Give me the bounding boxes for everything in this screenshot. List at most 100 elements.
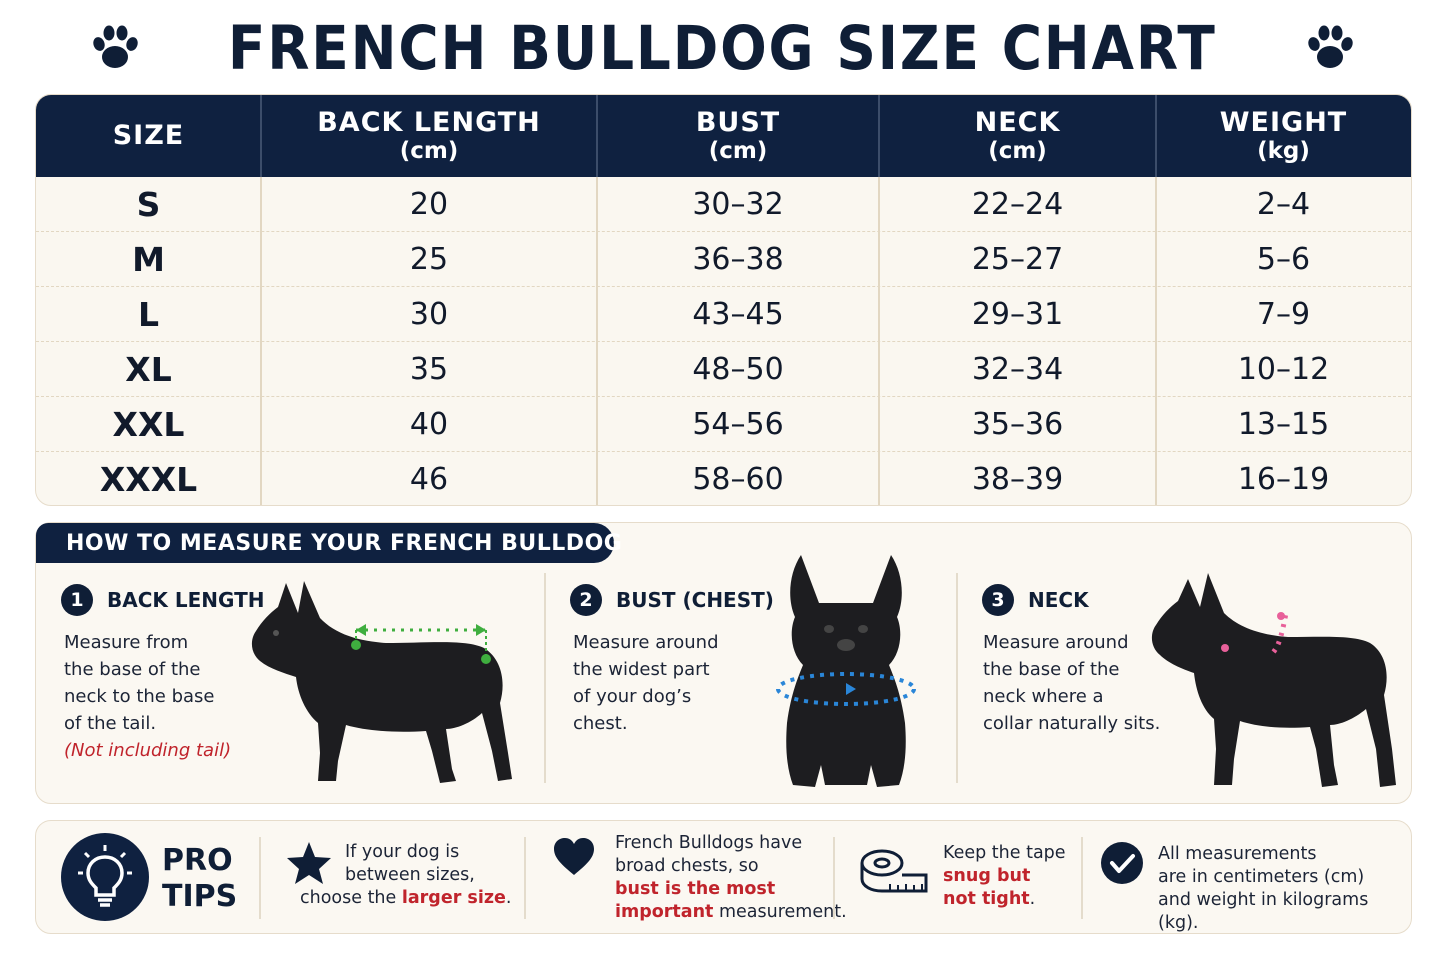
how-to-measure-panel: HOW TO MEASURE YOUR FRENCH BULLDOG 1 BAC… — [35, 522, 1412, 804]
step-note: (Not including tail) — [64, 740, 232, 761]
bust-cell: 43–45 — [692, 297, 784, 332]
heart-icon — [554, 838, 594, 875]
header-label: BUST — [695, 107, 781, 139]
weight-cell: 13–15 — [1237, 407, 1330, 442]
bust-cell: 58–60 — [692, 462, 784, 497]
table-header: SIZE BACK LENGTH (cm) BUST (cm) NECK (cm… — [36, 95, 1411, 177]
bust-cell: 36–38 — [692, 242, 784, 277]
desc-line: neck to the base — [64, 686, 215, 707]
header-bust: BUST (cm) — [597, 95, 879, 177]
size-cell: XXXL — [99, 460, 198, 499]
size-cell: L — [137, 295, 160, 334]
tip-line: choose the larger size. — [300, 888, 512, 908]
header-back-length: BACK LENGTH (cm) — [261, 95, 597, 177]
tip-line: snug but — [943, 866, 1031, 886]
paw-icon — [93, 25, 138, 68]
neck-cell: 22–24 — [971, 187, 1064, 222]
table-row: XL 35 48–50 32–34 10–12 — [36, 342, 1411, 397]
header-label: BACK LENGTH — [317, 107, 541, 139]
table-row: L 30 43–45 29–31 7–9 — [36, 287, 1411, 342]
bust-cell: 54–56 — [692, 407, 784, 442]
tape-measure-icon — [860, 849, 928, 893]
neck-cell: 29–31 — [971, 297, 1064, 332]
header-label: WEIGHT — [1219, 107, 1348, 139]
header-neck: NECK (cm) — [879, 95, 1156, 177]
header-weight: WEIGHT (kg) — [1156, 95, 1411, 177]
size-cell: S — [136, 185, 161, 224]
tip-line: All measurements — [1158, 844, 1317, 864]
desc-line: chest. — [573, 713, 628, 734]
tip-line: If your dog is — [345, 842, 460, 862]
header-label: SIZE — [112, 120, 185, 152]
how-to-measure-heading: HOW TO MEASURE YOUR FRENCH BULLDOG — [36, 523, 622, 563]
bust-cell: 48–50 — [692, 352, 784, 387]
desc-line: Measure around — [983, 632, 1129, 653]
paw-icon — [1308, 25, 1353, 68]
back-length-cell: 20 — [409, 187, 449, 222]
header-unit: (cm) — [708, 138, 768, 165]
title-row: FRENCH BULLDOG SIZE CHART — [0, 6, 1445, 90]
back-length-cell: 40 — [409, 407, 449, 442]
pro-word: PRO — [162, 843, 233, 878]
table-row: S 20 30–32 22–24 2–4 — [36, 177, 1411, 232]
desc-line: Measure from — [64, 632, 189, 653]
back-length-cell: 35 — [409, 352, 449, 387]
check-circle-icon — [1101, 842, 1143, 884]
tip-units: All measurements are in centimeters (cm)… — [1158, 843, 1411, 935]
neck-cell: 38–39 — [971, 462, 1064, 497]
desc-line: the base of the — [983, 659, 1120, 680]
header-size: SIZE — [36, 95, 261, 177]
tip-line: Keep the tape — [943, 843, 1066, 863]
step-neck: 3 NECK — [982, 584, 1089, 616]
size-cell: XL — [125, 350, 172, 389]
step-back-length: 1 BACK LENGTH — [61, 584, 264, 616]
neck-cell: 32–34 — [971, 352, 1064, 387]
bust-cell: 30–32 — [692, 187, 784, 222]
tip-line: not tight. — [943, 889, 1036, 909]
tip-line: and weight in kilograms (kg). — [1158, 890, 1369, 933]
desc-line: collar naturally sits. — [983, 713, 1161, 734]
weight-cell: 5–6 — [1256, 242, 1311, 277]
tip-line: French Bulldogs have — [615, 833, 803, 853]
table-row: XXL 40 54–56 35–36 13–15 — [36, 397, 1411, 452]
dog-front-illustration — [776, 555, 916, 787]
weight-cell: 2–4 — [1256, 187, 1311, 222]
step-title: BUST (CHEST) — [616, 588, 774, 612]
desc-line: of the tail. — [64, 713, 157, 734]
step-description: Measure from the base of the neck to the… — [64, 629, 231, 764]
back-length-cell: 30 — [409, 297, 449, 332]
desc-line: neck where a — [983, 686, 1104, 707]
desc-line: of your dog’s — [573, 686, 692, 707]
table-row: XXXL 46 58–60 38–39 16–19 — [36, 452, 1411, 505]
step-number: 2 — [570, 584, 602, 616]
page-title: FRENCH BULLDOG SIZE CHART — [228, 12, 1217, 84]
tips-word: TIPS — [162, 879, 238, 914]
tip-bust-important: French Bulldogs have broad chests, so bu… — [615, 832, 847, 924]
dog-side-neck-illustration — [1151, 573, 1396, 787]
lightbulb-icon — [61, 833, 149, 921]
step-title: NECK — [1028, 588, 1089, 612]
step-number: 1 — [61, 584, 93, 616]
tip-line: are in centimeters (cm) — [1158, 867, 1365, 887]
step-description: Measure around the base of the neck wher… — [983, 629, 1160, 737]
tip-line: between sizes, — [345, 865, 475, 885]
size-cell: M — [132, 240, 165, 279]
neck-cell: 35–36 — [971, 407, 1064, 442]
star-icon — [287, 842, 331, 884]
back-length-cell: 25 — [409, 242, 449, 277]
weight-cell: 7–9 — [1256, 297, 1311, 332]
table-body: S 20 30–32 22–24 2–4 M 25 36–38 25–27 5–… — [36, 177, 1411, 505]
header-unit: (kg) — [1257, 138, 1310, 165]
tip-line: bust is the most — [615, 879, 776, 899]
size-table: SIZE BACK LENGTH (cm) BUST (cm) NECK (cm… — [35, 94, 1412, 506]
header-unit: (cm) — [988, 138, 1047, 165]
size-cell: XXL — [112, 405, 185, 444]
desc-line: Measure around — [573, 632, 719, 653]
table-row: M 25 36–38 25–27 5–6 — [36, 232, 1411, 287]
step-description: Measure around the widest part of your d… — [573, 629, 719, 737]
desc-line: the base of the — [64, 659, 201, 680]
weight-cell: 10–12 — [1237, 352, 1330, 387]
desc-line: the widest part — [573, 659, 710, 680]
weight-cell: 16–19 — [1237, 462, 1330, 497]
pro-tips-panel: PRO TIPS If your dog is between sizes, c… — [35, 820, 1412, 934]
